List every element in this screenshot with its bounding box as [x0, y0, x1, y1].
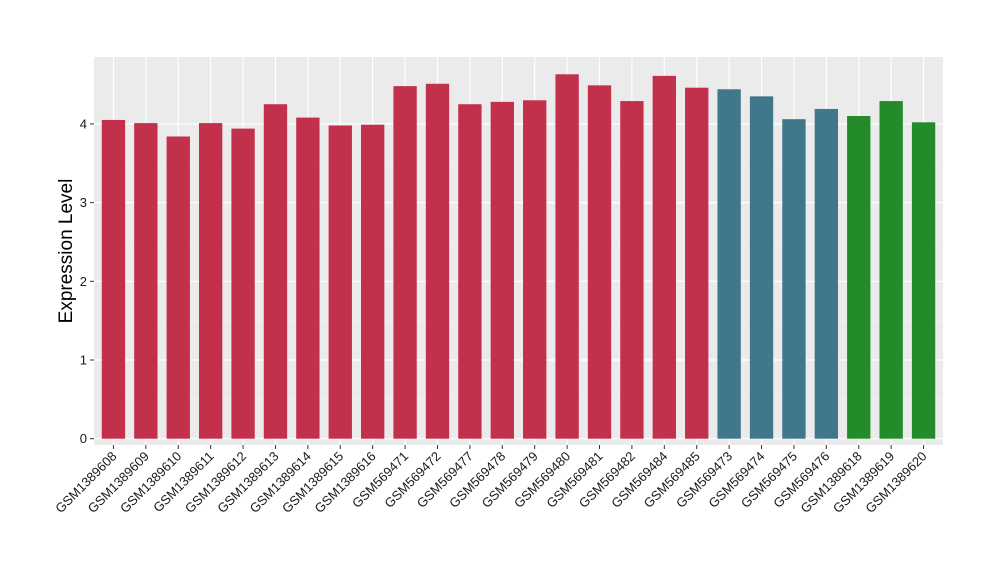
bar-gsm569481 [587, 85, 612, 439]
y-tick-label: 1 [80, 353, 87, 368]
bar-gsm1389618 [847, 116, 871, 439]
bar-gsm1389615 [328, 125, 352, 439]
bar-gsm1389610 [166, 136, 190, 439]
bar-gsm1389609 [134, 123, 158, 439]
bars [101, 74, 936, 439]
bar-gsm569482 [620, 101, 644, 439]
bar-gsm1389608 [101, 119, 126, 439]
bar-gsm1389613 [263, 104, 288, 439]
bar-gsm1389611 [198, 123, 223, 439]
bar-gsm1389612 [231, 128, 255, 439]
bar-gsm1389616 [361, 124, 385, 439]
bar-gsm1389614 [296, 117, 320, 439]
y-tick-label: 4 [80, 116, 87, 131]
y-tick-label: 2 [80, 274, 87, 289]
bar-gsm569471 [393, 86, 417, 439]
bar-gsm1389619 [879, 101, 903, 439]
bar-gsm569473 [717, 89, 741, 439]
bar-gsm569480 [555, 74, 579, 439]
bar-gsm569474 [749, 96, 774, 439]
bar-gsm569484 [652, 75, 676, 439]
y-tick-label: 0 [80, 431, 87, 446]
y-axis-title: Expression Level [56, 179, 77, 324]
bar-gsm569478 [490, 101, 514, 439]
bar-gsm1389620 [911, 122, 936, 439]
bar-gsm569476 [814, 108, 839, 439]
x-axis: GSM1389608GSM1389609GSM1389610GSM1389611… [52, 445, 930, 516]
bar-gsm569472 [425, 83, 450, 439]
bar-gsm569475 [782, 119, 806, 439]
y-axis: 0 1 2 3 4 [80, 116, 94, 446]
bar-gsm569477 [458, 104, 482, 439]
y-tick-label: 3 [80, 195, 87, 210]
bar-gsm569479 [523, 100, 547, 439]
bar-gsm569485 [685, 87, 709, 439]
